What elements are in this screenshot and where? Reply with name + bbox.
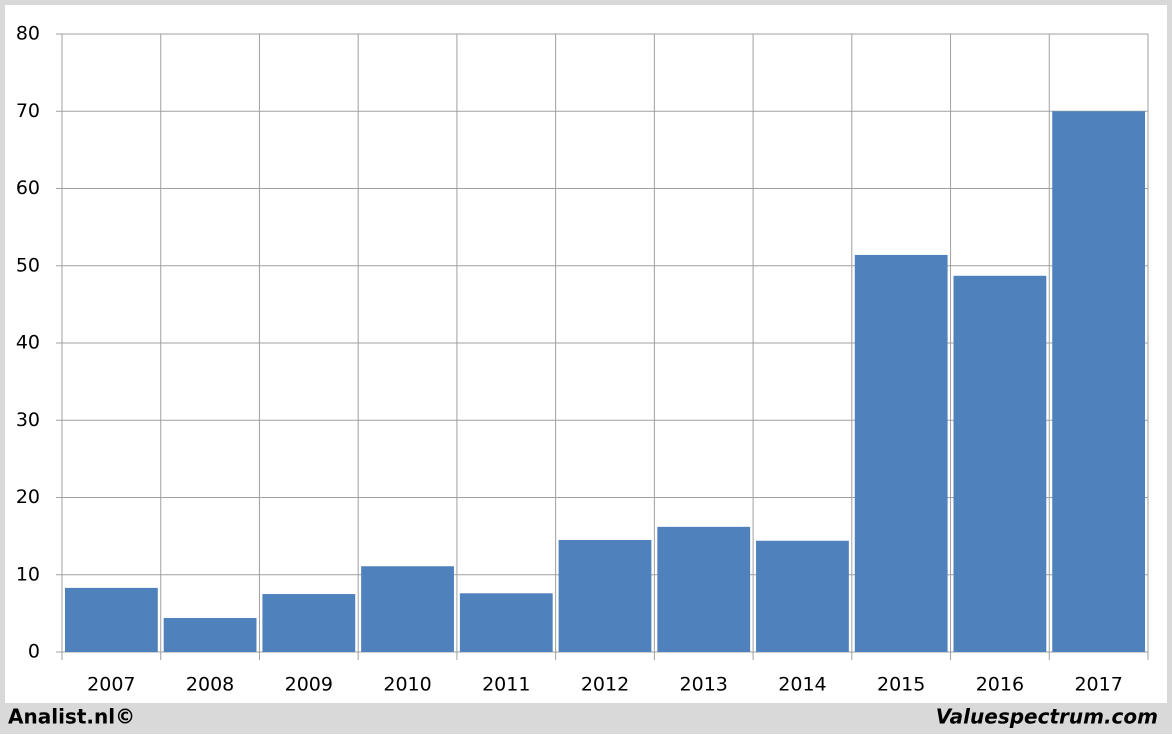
x-tick-label: 2010 <box>383 674 431 696</box>
x-tick-label: 2009 <box>285 674 333 696</box>
bar <box>262 594 356 652</box>
bar <box>953 275 1047 652</box>
x-tick-label: 2013 <box>680 674 728 696</box>
y-tick-label: 0 <box>28 641 40 663</box>
footer-right: Valuespectrum.com <box>936 705 1158 729</box>
bar <box>361 566 454 652</box>
y-tick-label: 40 <box>16 332 40 354</box>
bar <box>756 540 849 652</box>
x-tick-label: 2014 <box>778 674 826 696</box>
y-tick-label: 60 <box>16 177 40 199</box>
x-tick-label: 2011 <box>482 674 530 696</box>
bar <box>459 593 553 652</box>
y-tick-label: 30 <box>16 409 40 431</box>
x-tick-label: 2015 <box>877 674 925 696</box>
y-tick-label: 10 <box>16 563 40 585</box>
bar <box>64 587 158 652</box>
x-tick-label: 2007 <box>87 674 135 696</box>
x-tick-label: 2012 <box>581 674 629 696</box>
y-tick-label: 70 <box>16 100 40 122</box>
y-tick-label: 20 <box>16 486 40 508</box>
bar <box>163 618 257 652</box>
bar <box>657 526 751 652</box>
y-tick-label: 50 <box>16 254 40 276</box>
x-tick-label: 2017 <box>1074 674 1122 696</box>
footer-left: Analist.nl© <box>8 705 135 729</box>
y-tick-label: 80 <box>16 23 40 45</box>
bar <box>558 539 652 652</box>
bar <box>1052 111 1146 652</box>
bar <box>854 254 948 652</box>
x-tick-label: 2016 <box>976 674 1024 696</box>
x-tick-label: 2008 <box>186 674 234 696</box>
